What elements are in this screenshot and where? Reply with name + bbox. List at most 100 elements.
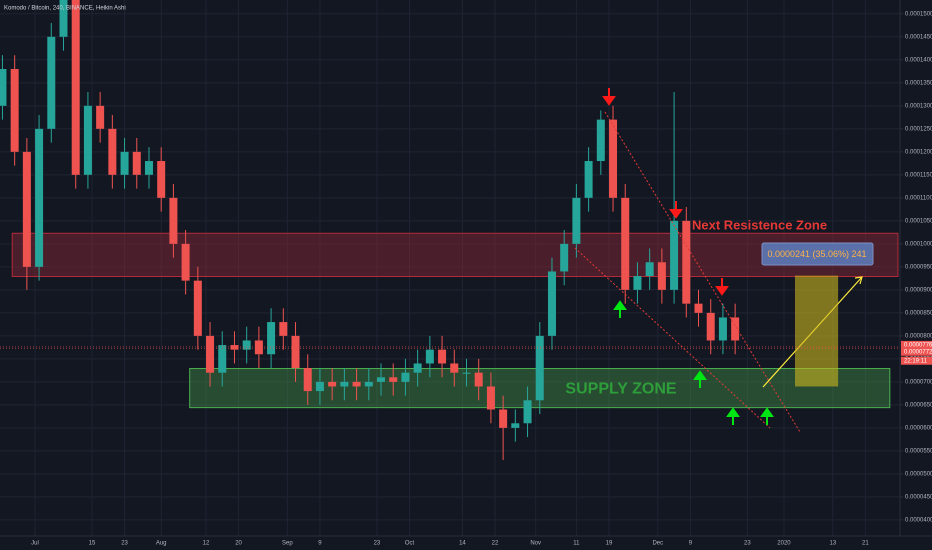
candle — [633, 262, 642, 304]
candle — [670, 92, 679, 304]
candle — [35, 115, 44, 281]
candle-body — [144, 161, 153, 175]
candle — [96, 92, 105, 143]
y-tick-label: 0.0000900 — [905, 287, 932, 293]
candle-body — [254, 340, 263, 355]
countdown-tag — [901, 356, 932, 365]
candle — [523, 386, 532, 438]
candle — [193, 266, 202, 350]
y-tick-label: 0.0001400 — [905, 57, 932, 63]
candle — [425, 335, 434, 378]
candle-body — [181, 243, 190, 281]
candle-body — [670, 220, 679, 290]
x-tick-label: Dec — [652, 541, 663, 547]
x-tick-label: 19 — [606, 541, 613, 547]
x-tick-label: 13 — [829, 541, 836, 547]
candle — [706, 299, 715, 355]
y-tick-label: 0.0001150 — [905, 172, 932, 178]
candle-body — [0, 69, 7, 106]
y-tick-label: 0.0000850 — [905, 310, 932, 316]
candle — [694, 289, 703, 327]
candle — [413, 349, 422, 387]
candle-body — [499, 409, 508, 428]
x-tick-label: 9 — [318, 541, 322, 547]
y-tick-label: 0.0001500 — [905, 11, 932, 17]
candle — [511, 409, 520, 442]
candle-body — [450, 363, 459, 373]
candle-body — [71, 0, 80, 175]
price-tag — [901, 340, 932, 349]
y-tick-label: 0.0000450 — [905, 494, 932, 500]
candle — [657, 248, 666, 304]
x-tick-label: Jul — [31, 541, 39, 547]
candle — [450, 349, 459, 387]
time-axis — [0, 536, 932, 550]
price-axis — [900, 0, 932, 550]
measure: 0.0000241 (35.06%) 241 — [761, 242, 874, 387]
candle-body — [718, 317, 727, 341]
candle-body — [59, 0, 68, 37]
x-tick-label: Oct — [405, 541, 415, 547]
candle — [718, 303, 727, 355]
candle — [315, 368, 324, 405]
candle — [352, 368, 361, 401]
candle-body — [645, 262, 654, 277]
candle — [499, 395, 508, 461]
candle — [157, 147, 166, 212]
countdown: 22:19:11 — [904, 358, 928, 364]
candle-body — [83, 105, 92, 175]
candle — [71, 0, 80, 189]
y-tick-label: 0.0001250 — [905, 126, 932, 132]
y-tick-label: 0.0000700 — [905, 379, 932, 385]
candle-body — [340, 381, 349, 387]
down-arrow — [715, 278, 729, 296]
candle — [169, 184, 178, 258]
candle-body — [291, 335, 300, 369]
candle — [572, 184, 581, 258]
candle — [83, 92, 92, 189]
x-tick-label: 11 — [573, 541, 580, 547]
candle-body — [621, 197, 630, 290]
candle-body — [328, 381, 337, 387]
candle — [560, 230, 569, 286]
candle — [535, 322, 544, 415]
zone-label: SUPPLY ZONE — [565, 380, 676, 397]
candle-body — [47, 36, 56, 129]
x-tick-label: 23 — [374, 541, 381, 547]
candle-body — [96, 105, 105, 129]
trend-line — [604, 111, 801, 433]
y-tick-label: 0.0001450 — [905, 34, 932, 40]
candle — [474, 358, 483, 401]
candle-body — [572, 197, 581, 244]
candle — [108, 115, 117, 189]
candle-body — [462, 372, 471, 374]
candle — [120, 138, 129, 189]
x-tick-label: 9 — [689, 541, 693, 547]
projection-arrowhead — [854, 276, 863, 285]
candle — [242, 326, 251, 364]
y-tick-label: 0.0000400 — [905, 517, 932, 523]
price-tag-label: 0.0000772 — [904, 349, 932, 355]
y-tick-label: 0.0000800 — [905, 333, 932, 339]
zone — [11, 232, 899, 278]
candle — [682, 207, 691, 318]
candle-body — [206, 335, 215, 373]
down-arrow — [669, 201, 683, 219]
candle — [279, 308, 288, 350]
candle — [584, 147, 593, 212]
candle-body — [547, 271, 556, 336]
candle-body — [218, 345, 227, 373]
x-tick-label: 21 — [862, 541, 869, 547]
candle — [22, 138, 31, 290]
y-tick-label: 0.0001000 — [905, 241, 932, 247]
candle — [181, 230, 190, 295]
candle-body — [401, 372, 410, 382]
candle — [206, 322, 215, 387]
candle — [47, 23, 56, 143]
candle-body — [511, 423, 520, 428]
candle-body — [657, 262, 666, 290]
measure-label-box — [761, 242, 874, 266]
candle — [59, 0, 68, 51]
